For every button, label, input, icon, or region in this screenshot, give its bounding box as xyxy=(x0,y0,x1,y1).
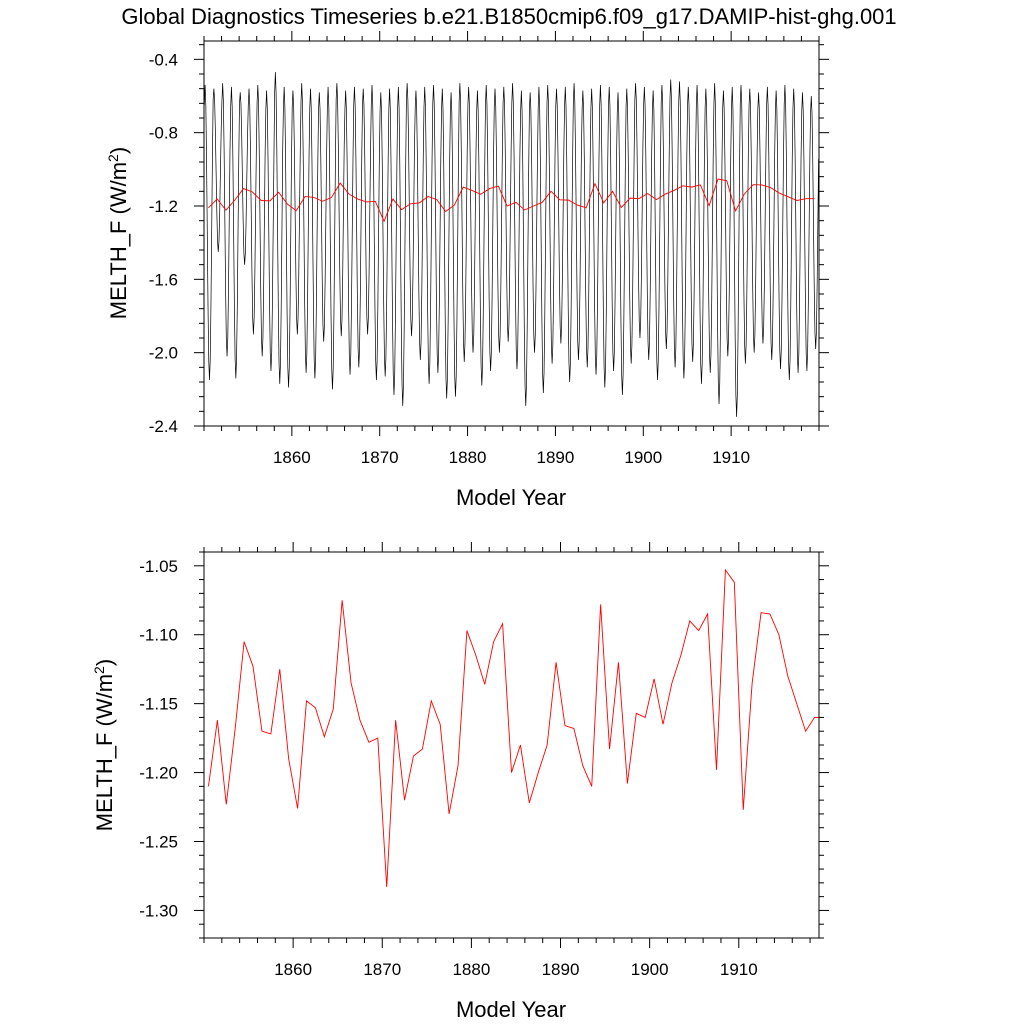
top-y-axis-label: MELTH_F (W/m2) xyxy=(105,147,131,319)
top-x-tick-label: 1860 xyxy=(273,448,311,467)
top-y-tick-label: -1.2 xyxy=(149,197,178,216)
bottom-y-axis-label: MELTH_F (W/m2) xyxy=(91,659,117,831)
top-x-tick-label: 1890 xyxy=(537,448,575,467)
bottom-x-tick-label: 1880 xyxy=(452,960,490,979)
top-ticks-layer: 1860 1870 1880 1890 1900 1910 -2.4 -2.0 -1.6 -1.2… xyxy=(149,31,829,467)
top-x-tick-label: 1880 xyxy=(449,448,487,467)
top-y-tick-label: -0.8 xyxy=(149,124,178,143)
bottom-y-tick-label: -1.20 xyxy=(139,764,178,783)
bottom-y-axis-label-main: MELTH_F (W/m xyxy=(92,674,117,831)
bottom-x-tick-label: 1910 xyxy=(720,960,758,979)
top-y-axis-label-superscript: 2 xyxy=(105,154,121,162)
bottom-x-tick-label: 1890 xyxy=(542,960,580,979)
bottom-series-0-line xyxy=(208,568,819,888)
top-timeseries-panel: 1860 1870 1880 1890 1900 1910 -2.4 -2.0 -1.6 -1.2… xyxy=(105,31,829,510)
bottom-y-tick-label: -1.15 xyxy=(139,695,178,714)
bottom-x-tick-label: 1900 xyxy=(631,960,669,979)
bottom-y-tick-label: -1.05 xyxy=(139,557,178,576)
bottom-y-tick-label: -1.30 xyxy=(139,901,178,920)
top-series-layer xyxy=(204,72,819,417)
top-series-0-line xyxy=(204,72,819,417)
top-x-axis-label: Model Year xyxy=(456,485,566,510)
top-y-tick-label: -1.6 xyxy=(149,270,178,289)
top-y-tick-label: -0.4 xyxy=(149,50,178,69)
bottom-plot-frame xyxy=(203,551,820,939)
bottom-x-tick-label: 1860 xyxy=(274,960,312,979)
bottom-y-tick-label: -1.10 xyxy=(139,626,178,645)
figure-title: Global Diagnostics Timeseries b.e21.B185… xyxy=(121,4,896,29)
bottom-x-axis-label: Model Year xyxy=(456,997,566,1022)
top-y-axis-label-close: ) xyxy=(106,147,131,154)
top-x-tick-label: 1900 xyxy=(624,448,662,467)
bottom-y-axis-label-close: ) xyxy=(92,659,117,666)
top-x-tick-label: 1870 xyxy=(361,448,399,467)
bottom-series-layer xyxy=(208,568,819,888)
top-series-1-line xyxy=(208,178,815,223)
bottom-x-tick-label: 1870 xyxy=(363,960,401,979)
top-y-axis-label-main: MELTH_F (W/m xyxy=(106,162,131,319)
bottom-ticks-layer: 1860 1870 1880 1890 1900 1910 -1.30 -1.25 -1.20 -… xyxy=(139,542,829,979)
top-plot-frame xyxy=(203,40,820,427)
top-x-tick-label: 1910 xyxy=(712,448,750,467)
top-y-tick-label: -2.4 xyxy=(149,417,178,436)
bottom-y-axis-label-superscript: 2 xyxy=(91,666,107,674)
top-y-tick-label: -2.0 xyxy=(149,344,178,363)
bottom-y-tick-label: -1.25 xyxy=(139,833,178,852)
bottom-annual-panel: 1860 1870 1880 1890 1900 1910 -1.30 -1.25 -1.20 -… xyxy=(91,542,829,1022)
